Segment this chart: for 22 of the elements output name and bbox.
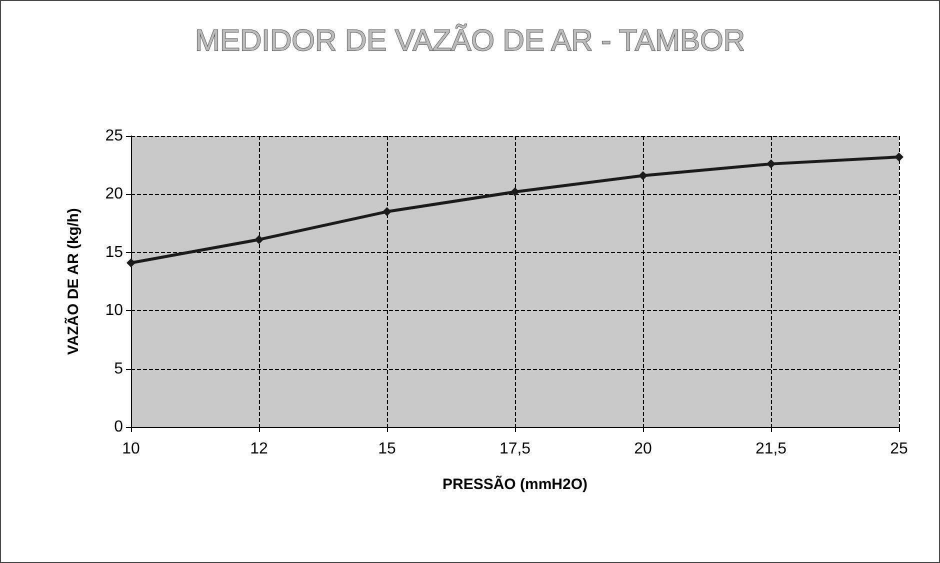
y-tick-label: 5 xyxy=(114,360,124,378)
x-tick-label: 17,5 xyxy=(499,440,531,458)
point xyxy=(382,207,392,216)
y-tick-label: 0 xyxy=(114,418,124,436)
x-axis-title: PRESSÃO (mmH2O) xyxy=(442,475,588,493)
x-tick-label: 20 xyxy=(634,440,652,458)
x-tick-label: 12 xyxy=(250,440,268,458)
y-tick-label: 15 xyxy=(105,244,124,261)
point xyxy=(894,152,904,162)
point xyxy=(254,235,264,244)
point xyxy=(638,171,648,180)
y-tick-label: 20 xyxy=(105,186,124,203)
point xyxy=(766,159,776,168)
x-tick-label: 21,5 xyxy=(755,440,787,458)
point xyxy=(126,258,136,268)
y-tick-label: 10 xyxy=(105,302,124,320)
y-tick-label: 25 xyxy=(105,128,124,144)
x-tick-label: 15 xyxy=(378,440,396,458)
point xyxy=(510,187,520,196)
x-tick-label: 25 xyxy=(890,440,908,458)
chart-title: MEDIDOR DE VAZÃO DE AR - TAMBOR xyxy=(194,24,746,58)
y-axis-title: VAZÃO DE AR (kg/h) xyxy=(64,208,82,355)
